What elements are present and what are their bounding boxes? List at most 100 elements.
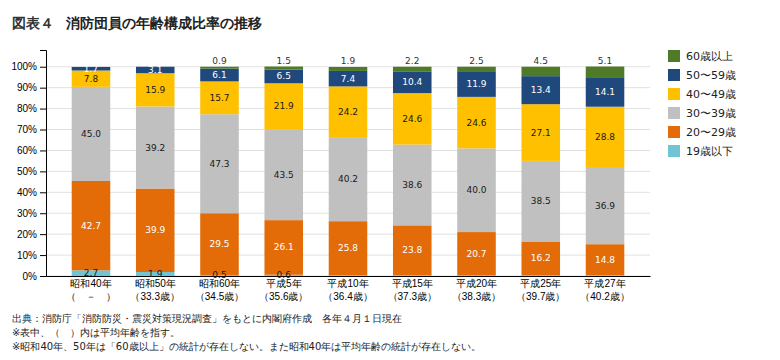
y-tick: 70% [17, 124, 46, 135]
legend-item: 50〜59歳 [668, 69, 736, 82]
data-label: 2.7 [84, 268, 98, 278]
y-tick-mark [40, 109, 46, 110]
bar [457, 67, 496, 72]
x-tick-label: 平成25年（39.7歳） [516, 278, 565, 302]
legend-item: 60歳以上 [668, 50, 733, 63]
x-tick-label-line: 平成15年 [392, 278, 433, 289]
data-label: 15.9 [145, 85, 165, 95]
y-tick-label: 100% [11, 61, 37, 72]
x-tick-label: 平成10年（36.4歳） [323, 278, 372, 302]
x-tick-label-line: 平成20年 [456, 278, 497, 289]
y-tick-label: 70% [17, 124, 37, 135]
y-tick: 60% [17, 145, 46, 156]
data-label: 47.3 [209, 159, 229, 169]
bar [393, 71, 432, 93]
y-tick: 20% [17, 229, 46, 240]
bar [521, 76, 560, 104]
data-label: 28.8 [595, 132, 615, 142]
legend-label: 40〜49歳 [686, 88, 736, 101]
data-label: 10.4 [402, 77, 422, 87]
x-tick-label: 昭和60年（34.5歳） [195, 278, 244, 302]
legend-item: 30〜39歳 [668, 107, 736, 120]
x-tick-label-line: （36.4歳） [323, 291, 372, 302]
x-tick: 平成15年 （37.3歳） [388, 278, 437, 302]
x-tick-label-line: （39.7歳） [516, 291, 565, 302]
data-label: 29.5 [209, 239, 229, 249]
y-tick-label: 10% [17, 250, 37, 261]
data-label: 0.9 [212, 56, 227, 66]
data-label: 15.7 [209, 93, 229, 103]
data-label: 1.5 [277, 56, 291, 66]
bar [329, 71, 368, 86]
bar [200, 213, 239, 275]
bar-series [72, 87, 625, 244]
legend-swatch [668, 126, 680, 138]
data-label: 7.8 [84, 74, 99, 84]
bar [136, 73, 175, 106]
x-tick: 昭和40年（ － ） [66, 278, 116, 302]
y-tick: 10% [17, 250, 46, 261]
legend-label: 60歳以上 [686, 50, 733, 63]
x-tick: 昭和50年（33.3歳） [130, 278, 179, 302]
y-tick-label: 0% [23, 271, 38, 282]
bar [329, 67, 368, 71]
bar [393, 67, 432, 72]
bar [136, 107, 175, 189]
y-tick-label: 90% [17, 82, 37, 93]
x-tick-label-line: （ － ） [66, 291, 116, 302]
data-label: 0.6 [277, 270, 292, 280]
chart-container: 図表４消防団員の年齢構成比率の推移0%10%20%30%40%50%60%70%… [0, 0, 780, 360]
data-label: 38.5 [531, 196, 551, 206]
y-tick: 40% [17, 187, 46, 198]
data-label: 5.1 [598, 56, 612, 66]
data-label: 7.4 [341, 74, 356, 84]
bar [264, 220, 303, 275]
data-label: 40.2 [338, 174, 358, 184]
data-label: 21.9 [274, 101, 294, 111]
y-tick-label: 60% [17, 145, 37, 156]
x-tick-label-line: 昭和50年 [135, 278, 176, 289]
y-tick-label: 50% [17, 166, 37, 177]
bar [136, 189, 175, 272]
footnote: ※昭和40年、50年は「60歳以上」の統計が存在しない。また昭和40年は平均年齢… [12, 341, 481, 352]
bar [329, 86, 368, 137]
y-tick: 0% [23, 271, 46, 282]
data-label: 1.9 [341, 56, 356, 66]
x-tick-label: 昭和50年（33.3歳） [130, 278, 179, 302]
footnote: ※表中、（ ）内は平均年齢を指す。 [12, 327, 180, 338]
bar [521, 67, 560, 76]
bar [72, 181, 111, 270]
y-tick-mark [40, 192, 46, 193]
x-tick: 昭和60年（34.5歳） [195, 278, 244, 302]
figure-label: 図表４ [12, 15, 54, 31]
bar [457, 148, 496, 232]
bar [329, 137, 368, 221]
y-tick: 50% [17, 166, 46, 177]
bar [200, 67, 239, 69]
x-tick-label-line: （38.3歳） [452, 291, 501, 302]
legend-swatch [668, 69, 680, 81]
header: 図表４消防団員の年齢構成比率の推移 [12, 15, 262, 31]
legend-swatch [668, 50, 680, 62]
bar [586, 167, 625, 244]
y-tick-mark [40, 67, 46, 68]
legend-item: 19歳以下 [668, 145, 733, 158]
data-label: 11.9 [466, 79, 486, 89]
x-tick-label: 平成20年 （38.3歳） [452, 278, 501, 302]
x-tick-label: 昭和40年（ － ） [66, 278, 116, 302]
x-tick-label-line: 平成27年 [584, 278, 625, 289]
bar [393, 145, 432, 226]
legend-label: 20〜29歳 [686, 126, 736, 139]
x-axis-line [47, 276, 651, 277]
y-tick-label: 20% [17, 229, 37, 240]
y-tick: 80% [17, 103, 46, 114]
data-label: 26.1 [274, 242, 294, 252]
x-tick-label-line: （37.3歳） [388, 291, 437, 302]
data-label: 25.8 [338, 243, 358, 253]
bar [521, 104, 560, 161]
bar [457, 232, 496, 275]
data-label: 20.7 [466, 249, 486, 259]
x-tick-label-line: （40.2歳） [580, 291, 629, 302]
bar [264, 129, 303, 220]
legend-label: 50〜59歳 [686, 69, 736, 82]
